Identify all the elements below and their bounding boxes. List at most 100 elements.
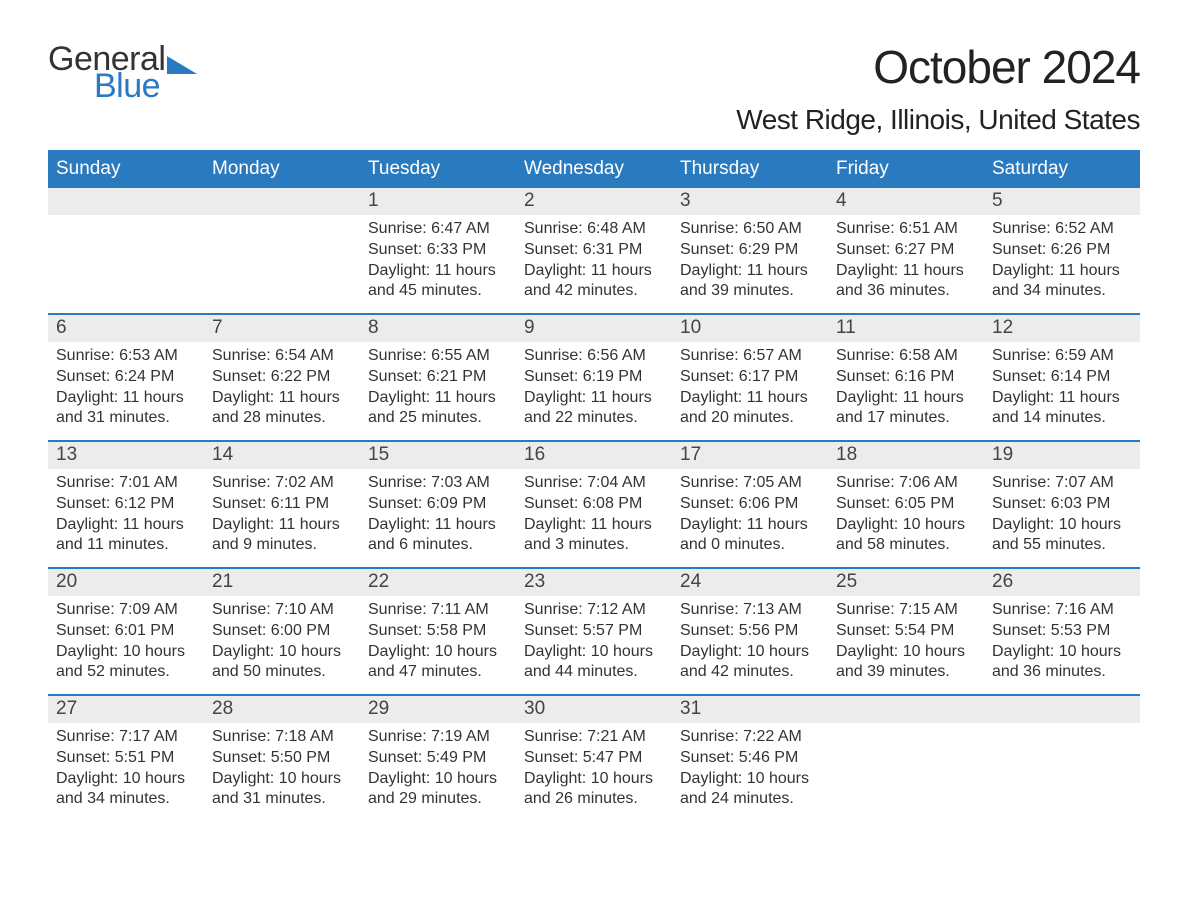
- day-number: 15: [360, 442, 516, 469]
- day-cell: Sunrise: 7:10 AMSunset: 6:00 PMDaylight:…: [204, 596, 360, 694]
- sunrise-text: Sunrise: 7:09 AM: [56, 600, 196, 621]
- sunrise-text: Sunrise: 7:18 AM: [212, 727, 352, 748]
- dow-monday: Monday: [204, 152, 360, 188]
- sunset-text: Sunset: 6:08 PM: [524, 494, 664, 515]
- day-cell: Sunrise: 6:58 AMSunset: 6:16 PMDaylight:…: [828, 342, 984, 440]
- daylight-text: Daylight: 11 hours and 25 minutes.: [368, 388, 508, 430]
- daylight-text: Daylight: 10 hours and 42 minutes.: [680, 642, 820, 684]
- day-cell: [828, 723, 984, 821]
- day-number: 24: [672, 569, 828, 596]
- sunset-text: Sunset: 6:24 PM: [56, 367, 196, 388]
- day-number: 17: [672, 442, 828, 469]
- dow-tuesday: Tuesday: [360, 152, 516, 188]
- daylight-text: Daylight: 11 hours and 42 minutes.: [524, 261, 664, 303]
- sunrise-text: Sunrise: 7:13 AM: [680, 600, 820, 621]
- day-cell: Sunrise: 7:15 AMSunset: 5:54 PMDaylight:…: [828, 596, 984, 694]
- day-cell: Sunrise: 7:19 AMSunset: 5:49 PMDaylight:…: [360, 723, 516, 821]
- day-number: 1: [360, 188, 516, 215]
- dow-sunday: Sunday: [48, 152, 204, 188]
- weeks-container: 12345Sunrise: 6:47 AMSunset: 6:33 PMDayl…: [48, 188, 1140, 821]
- sunrise-text: Sunrise: 7:10 AM: [212, 600, 352, 621]
- daylight-text: Daylight: 11 hours and 14 minutes.: [992, 388, 1132, 430]
- daylight-text: Daylight: 10 hours and 29 minutes.: [368, 769, 508, 811]
- day-number: 2: [516, 188, 672, 215]
- sunset-text: Sunset: 6:12 PM: [56, 494, 196, 515]
- sunrise-text: Sunrise: 6:56 AM: [524, 346, 664, 367]
- sunset-text: Sunset: 5:57 PM: [524, 621, 664, 642]
- day-cell: [48, 215, 204, 313]
- sunrise-text: Sunrise: 7:17 AM: [56, 727, 196, 748]
- calendar: Sunday Monday Tuesday Wednesday Thursday…: [48, 150, 1140, 821]
- daylight-text: Daylight: 11 hours and 34 minutes.: [992, 261, 1132, 303]
- sunrise-text: Sunrise: 7:01 AM: [56, 473, 196, 494]
- day-number-row: 6789101112: [48, 315, 1140, 342]
- dow-wednesday: Wednesday: [516, 152, 672, 188]
- sunset-text: Sunset: 6:17 PM: [680, 367, 820, 388]
- daylight-text: Daylight: 10 hours and 36 minutes.: [992, 642, 1132, 684]
- day-number-row: 13141516171819: [48, 442, 1140, 469]
- sunset-text: Sunset: 5:50 PM: [212, 748, 352, 769]
- daylight-text: Daylight: 11 hours and 22 minutes.: [524, 388, 664, 430]
- day-number: 14: [204, 442, 360, 469]
- day-number-row: 12345: [48, 188, 1140, 215]
- sunrise-text: Sunrise: 6:50 AM: [680, 219, 820, 240]
- sunrise-text: Sunrise: 6:57 AM: [680, 346, 820, 367]
- daylight-text: Daylight: 11 hours and 31 minutes.: [56, 388, 196, 430]
- day-cell: Sunrise: 7:18 AMSunset: 5:50 PMDaylight:…: [204, 723, 360, 821]
- day-cell: Sunrise: 7:21 AMSunset: 5:47 PMDaylight:…: [516, 723, 672, 821]
- day-cell: Sunrise: 6:52 AMSunset: 6:26 PMDaylight:…: [984, 215, 1140, 313]
- day-cell: Sunrise: 6:56 AMSunset: 6:19 PMDaylight:…: [516, 342, 672, 440]
- location-subtitle: West Ridge, Illinois, United States: [736, 104, 1140, 136]
- day-number: 13: [48, 442, 204, 469]
- day-cell: Sunrise: 7:02 AMSunset: 6:11 PMDaylight:…: [204, 469, 360, 567]
- day-cell: Sunrise: 6:55 AMSunset: 6:21 PMDaylight:…: [360, 342, 516, 440]
- day-cell: Sunrise: 6:50 AMSunset: 6:29 PMDaylight:…: [672, 215, 828, 313]
- sunset-text: Sunset: 5:53 PM: [992, 621, 1132, 642]
- sunrise-text: Sunrise: 6:55 AM: [368, 346, 508, 367]
- sunset-text: Sunset: 6:33 PM: [368, 240, 508, 261]
- day-cell: [204, 215, 360, 313]
- sunrise-text: Sunrise: 7:21 AM: [524, 727, 664, 748]
- sunrise-text: Sunrise: 7:07 AM: [992, 473, 1132, 494]
- day-data-row: Sunrise: 7:01 AMSunset: 6:12 PMDaylight:…: [48, 469, 1140, 567]
- daylight-text: Daylight: 11 hours and 9 minutes.: [212, 515, 352, 557]
- day-number: [48, 188, 204, 215]
- daylight-text: Daylight: 11 hours and 17 minutes.: [836, 388, 976, 430]
- sunrise-text: Sunrise: 7:06 AM: [836, 473, 976, 494]
- sunrise-text: Sunrise: 7:04 AM: [524, 473, 664, 494]
- header: General Blue October 2024 West Ridge, Il…: [48, 40, 1140, 136]
- day-number: 25: [828, 569, 984, 596]
- day-number: 22: [360, 569, 516, 596]
- day-cell: Sunrise: 7:13 AMSunset: 5:56 PMDaylight:…: [672, 596, 828, 694]
- day-cell: Sunrise: 7:03 AMSunset: 6:09 PMDaylight:…: [360, 469, 516, 567]
- sunrise-text: Sunrise: 6:59 AM: [992, 346, 1132, 367]
- daylight-text: Daylight: 11 hours and 11 minutes.: [56, 515, 196, 557]
- sunrise-text: Sunrise: 7:03 AM: [368, 473, 508, 494]
- day-cell: Sunrise: 6:51 AMSunset: 6:27 PMDaylight:…: [828, 215, 984, 313]
- day-cell: Sunrise: 6:59 AMSunset: 6:14 PMDaylight:…: [984, 342, 1140, 440]
- sunrise-text: Sunrise: 7:22 AM: [680, 727, 820, 748]
- day-number: 8: [360, 315, 516, 342]
- day-cell: Sunrise: 6:47 AMSunset: 6:33 PMDaylight:…: [360, 215, 516, 313]
- sunrise-text: Sunrise: 7:12 AM: [524, 600, 664, 621]
- sunrise-text: Sunrise: 6:47 AM: [368, 219, 508, 240]
- daylight-text: Daylight: 11 hours and 28 minutes.: [212, 388, 352, 430]
- day-cell: Sunrise: 7:01 AMSunset: 6:12 PMDaylight:…: [48, 469, 204, 567]
- sunset-text: Sunset: 6:11 PM: [212, 494, 352, 515]
- day-cell: Sunrise: 6:54 AMSunset: 6:22 PMDaylight:…: [204, 342, 360, 440]
- sunrise-text: Sunrise: 6:51 AM: [836, 219, 976, 240]
- day-number: 11: [828, 315, 984, 342]
- dow-friday: Friday: [828, 152, 984, 188]
- sunset-text: Sunset: 6:16 PM: [836, 367, 976, 388]
- day-number: 19: [984, 442, 1140, 469]
- daylight-text: Daylight: 11 hours and 45 minutes.: [368, 261, 508, 303]
- daylight-text: Daylight: 10 hours and 55 minutes.: [992, 515, 1132, 557]
- week-row: 12345Sunrise: 6:47 AMSunset: 6:33 PMDayl…: [48, 188, 1140, 313]
- day-number: 6: [48, 315, 204, 342]
- sunrise-text: Sunrise: 7:19 AM: [368, 727, 508, 748]
- day-number: 23: [516, 569, 672, 596]
- sunset-text: Sunset: 6:03 PM: [992, 494, 1132, 515]
- day-number: 21: [204, 569, 360, 596]
- daylight-text: Daylight: 10 hours and 52 minutes.: [56, 642, 196, 684]
- day-number: 29: [360, 696, 516, 723]
